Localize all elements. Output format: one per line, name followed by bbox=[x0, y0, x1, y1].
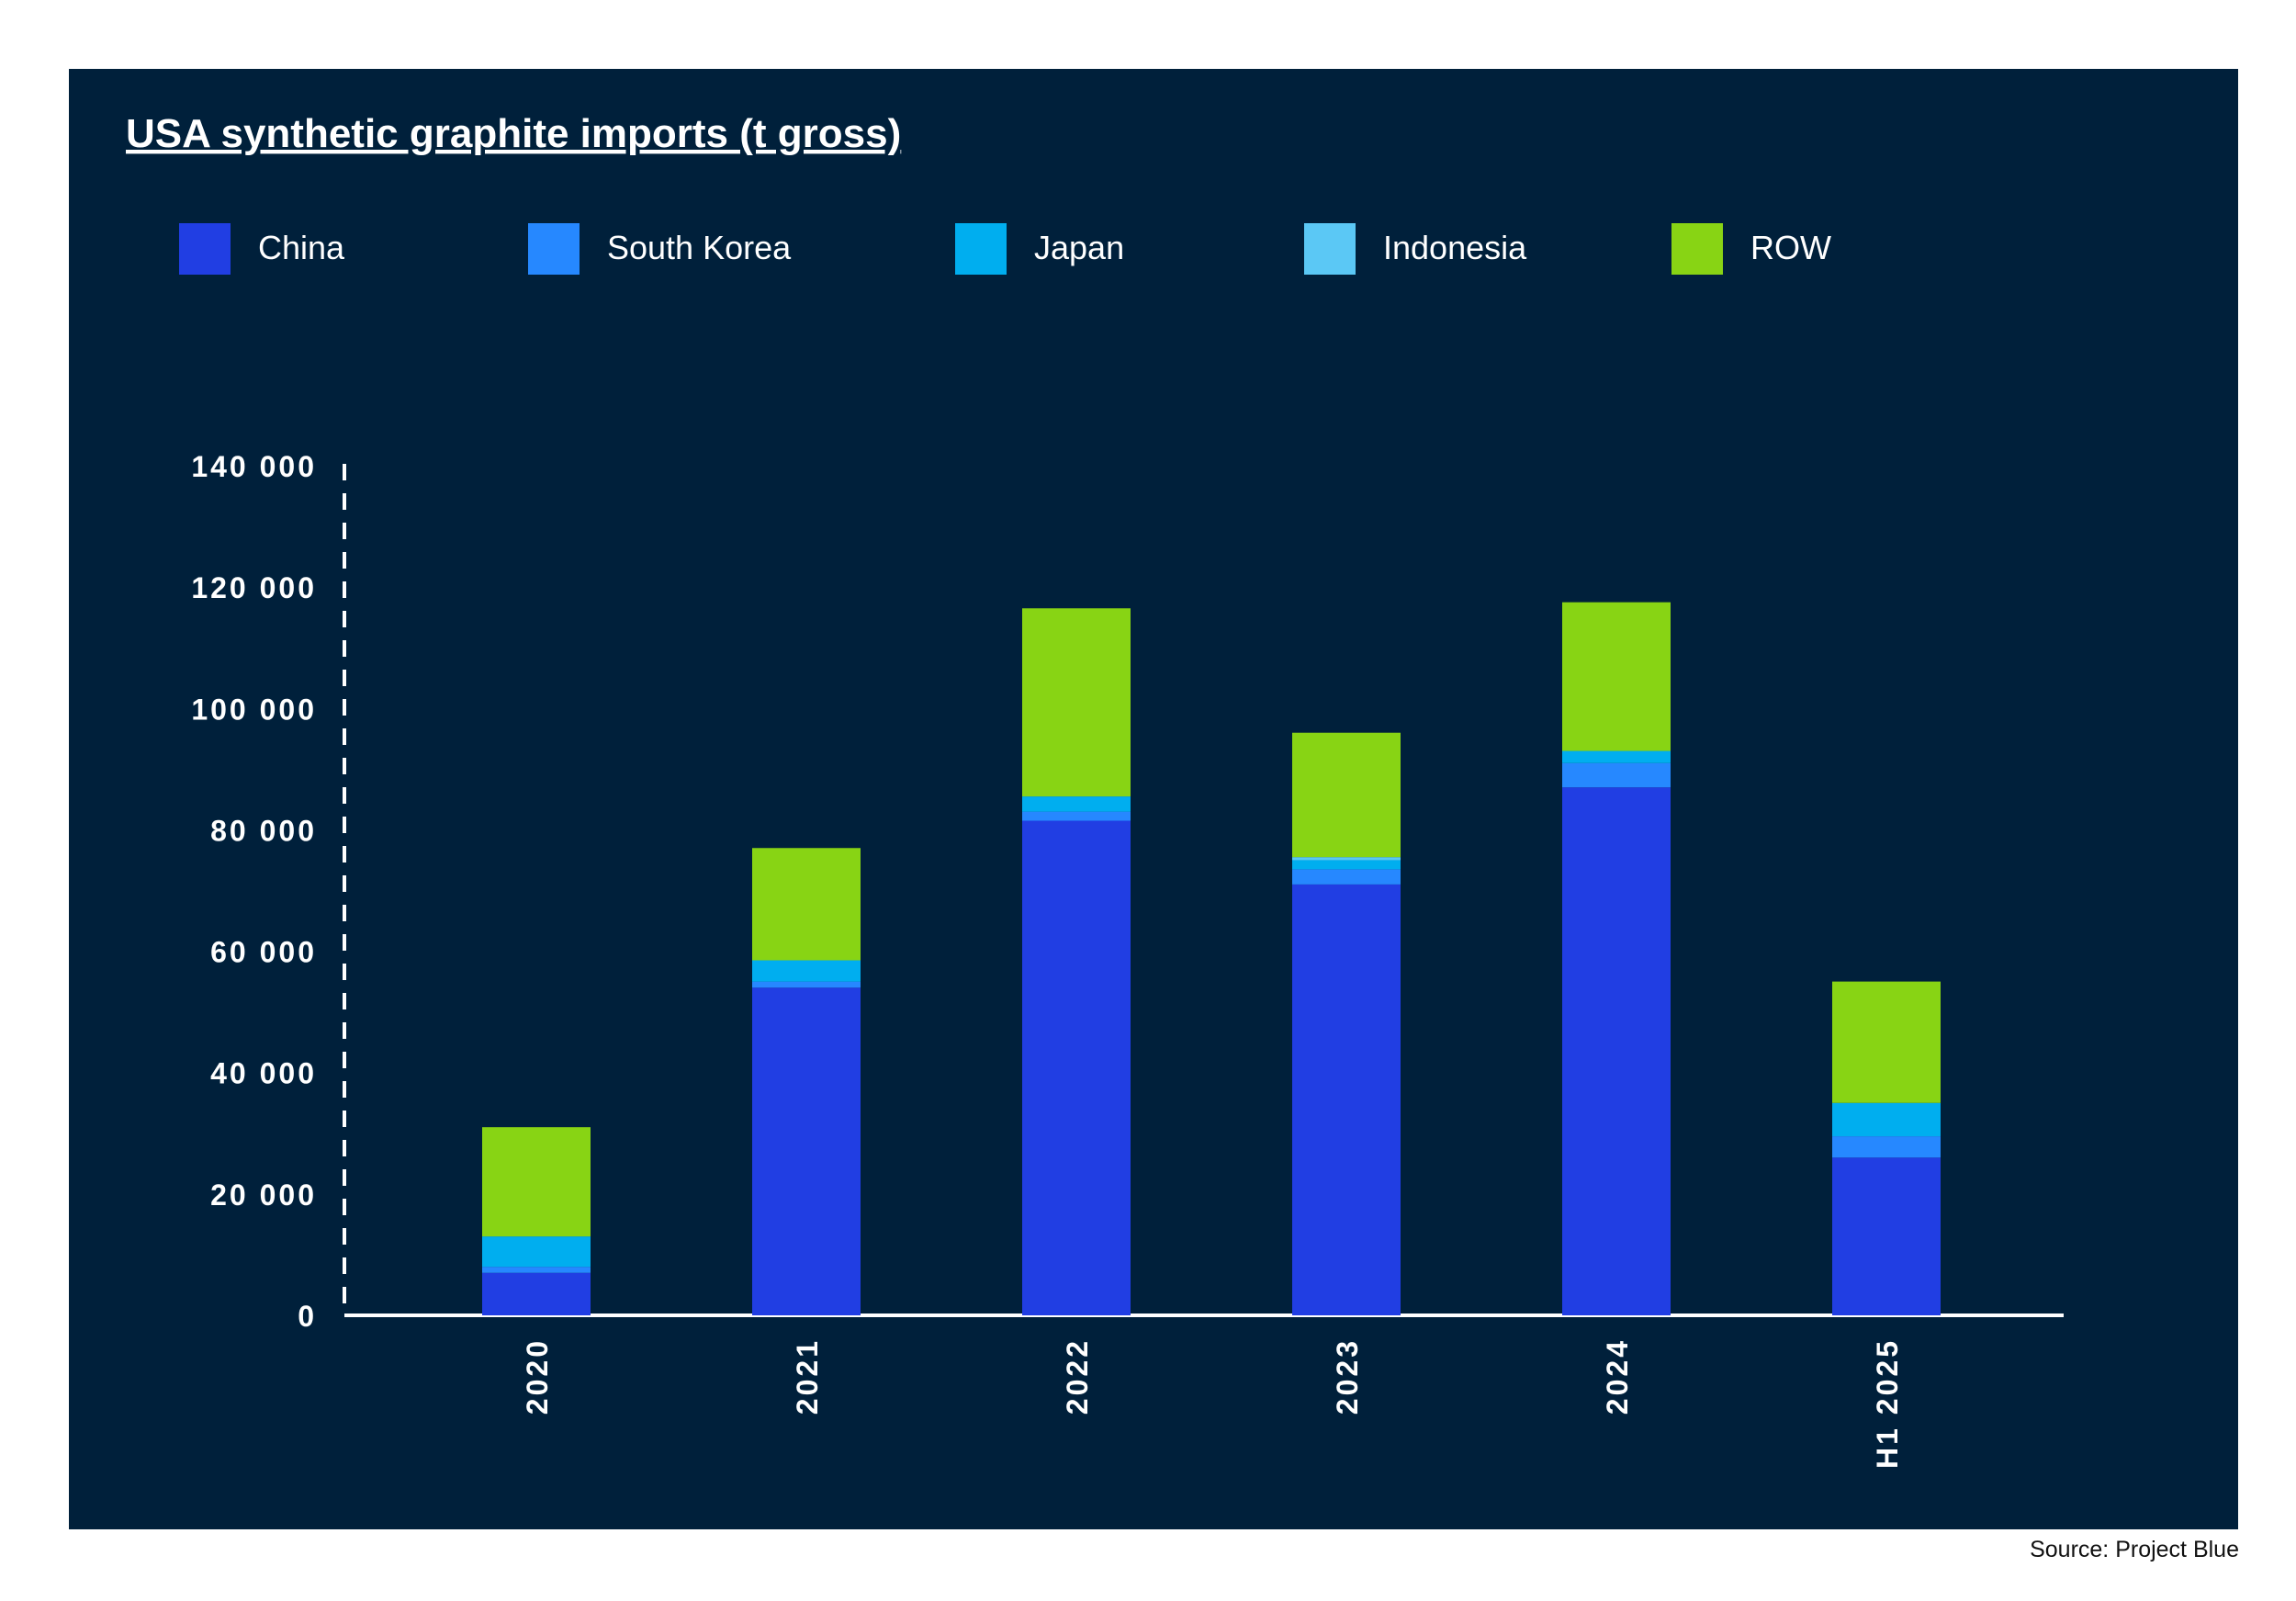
x-tick-label: 2020 bbox=[521, 1338, 554, 1415]
x-tick-label: H1 2025 bbox=[1871, 1338, 1904, 1469]
legend-label-south-korea: South Korea bbox=[607, 229, 792, 266]
bar-segment-row bbox=[1292, 732, 1401, 858]
bar-segment-japan bbox=[1022, 796, 1131, 812]
chart-panel: USA synthetic graphite imports (t gross)… bbox=[69, 69, 2238, 1529]
y-tick-label: 140 000 bbox=[191, 450, 317, 483]
y-tick-label: 100 000 bbox=[191, 693, 317, 726]
bar-segment-south-korea bbox=[482, 1267, 591, 1273]
x-tick-label: 2021 bbox=[791, 1338, 824, 1415]
y-tick-label: 20 000 bbox=[210, 1178, 317, 1212]
bar-segment-china bbox=[1022, 820, 1131, 1315]
legend-swatch-row bbox=[1671, 223, 1723, 275]
legend-swatch-china bbox=[179, 223, 231, 275]
chart-title: USA synthetic graphite imports (t gross) bbox=[126, 111, 901, 156]
bar-segment-china bbox=[1832, 1157, 1941, 1315]
bar-segment-south-korea bbox=[1832, 1136, 1941, 1158]
source-note: Source: Project Blue bbox=[2030, 1537, 2239, 1562]
bars bbox=[482, 602, 1941, 1315]
bar-segment-row bbox=[1562, 602, 1671, 751]
bar-segment-china bbox=[482, 1272, 591, 1315]
legend-swatch-south-korea bbox=[528, 223, 580, 275]
bar-segment-row bbox=[1022, 608, 1131, 797]
x-tick-label: 2024 bbox=[1601, 1338, 1634, 1415]
y-tick-label: 40 000 bbox=[210, 1057, 317, 1090]
y-tick-label: 120 000 bbox=[191, 571, 317, 604]
bar-segment-japan bbox=[1832, 1102, 1941, 1137]
legend: China South Korea Japan Indonesia ROW bbox=[179, 223, 1831, 275]
bar-segment-china bbox=[1292, 884, 1401, 1315]
bar-segment-south-korea bbox=[1562, 762, 1671, 788]
bar-segment-japan bbox=[1292, 860, 1401, 870]
x-tick-label: 2023 bbox=[1331, 1338, 1364, 1415]
y-tick-label: 60 000 bbox=[210, 936, 317, 969]
bar-segment-row bbox=[752, 848, 861, 961]
bar-segment-china bbox=[1562, 787, 1671, 1315]
bar-segment-indonesia bbox=[1292, 857, 1401, 861]
y-axis: 0 20 000 40 000 60 000 80 000 100 000 120 000 1… bbox=[191, 450, 346, 1333]
bar-segment-row bbox=[482, 1127, 591, 1237]
x-tick-label: 2022 bbox=[1061, 1338, 1094, 1415]
legend-swatch-japan bbox=[955, 223, 1007, 275]
bar-segment-japan bbox=[482, 1236, 591, 1268]
y-tick-label: 80 000 bbox=[210, 814, 317, 847]
bar-segment-south-korea bbox=[752, 981, 861, 988]
legend-swatch-indonesia bbox=[1304, 223, 1356, 275]
legend-label-row: ROW bbox=[1750, 229, 1831, 266]
legend-label-china: China bbox=[258, 229, 345, 266]
y-tick-label: 0 bbox=[298, 1300, 317, 1333]
bar-segment-south-korea bbox=[1292, 869, 1401, 885]
legend-label-japan: Japan bbox=[1034, 229, 1124, 266]
x-axis: 2020 2021 2022 2023 2024 H1 2025 bbox=[344, 1313, 2064, 1469]
chart-canvas: USA synthetic graphite imports (t gross)… bbox=[69, 69, 2238, 1529]
bar-segment-row bbox=[1832, 981, 1941, 1103]
bar-segment-japan bbox=[1562, 750, 1671, 763]
legend-label-indonesia: Indonesia bbox=[1383, 229, 1527, 266]
bar-segment-japan bbox=[752, 960, 861, 982]
bar-segment-china bbox=[752, 987, 861, 1315]
bar-segment-south-korea bbox=[1022, 811, 1131, 821]
